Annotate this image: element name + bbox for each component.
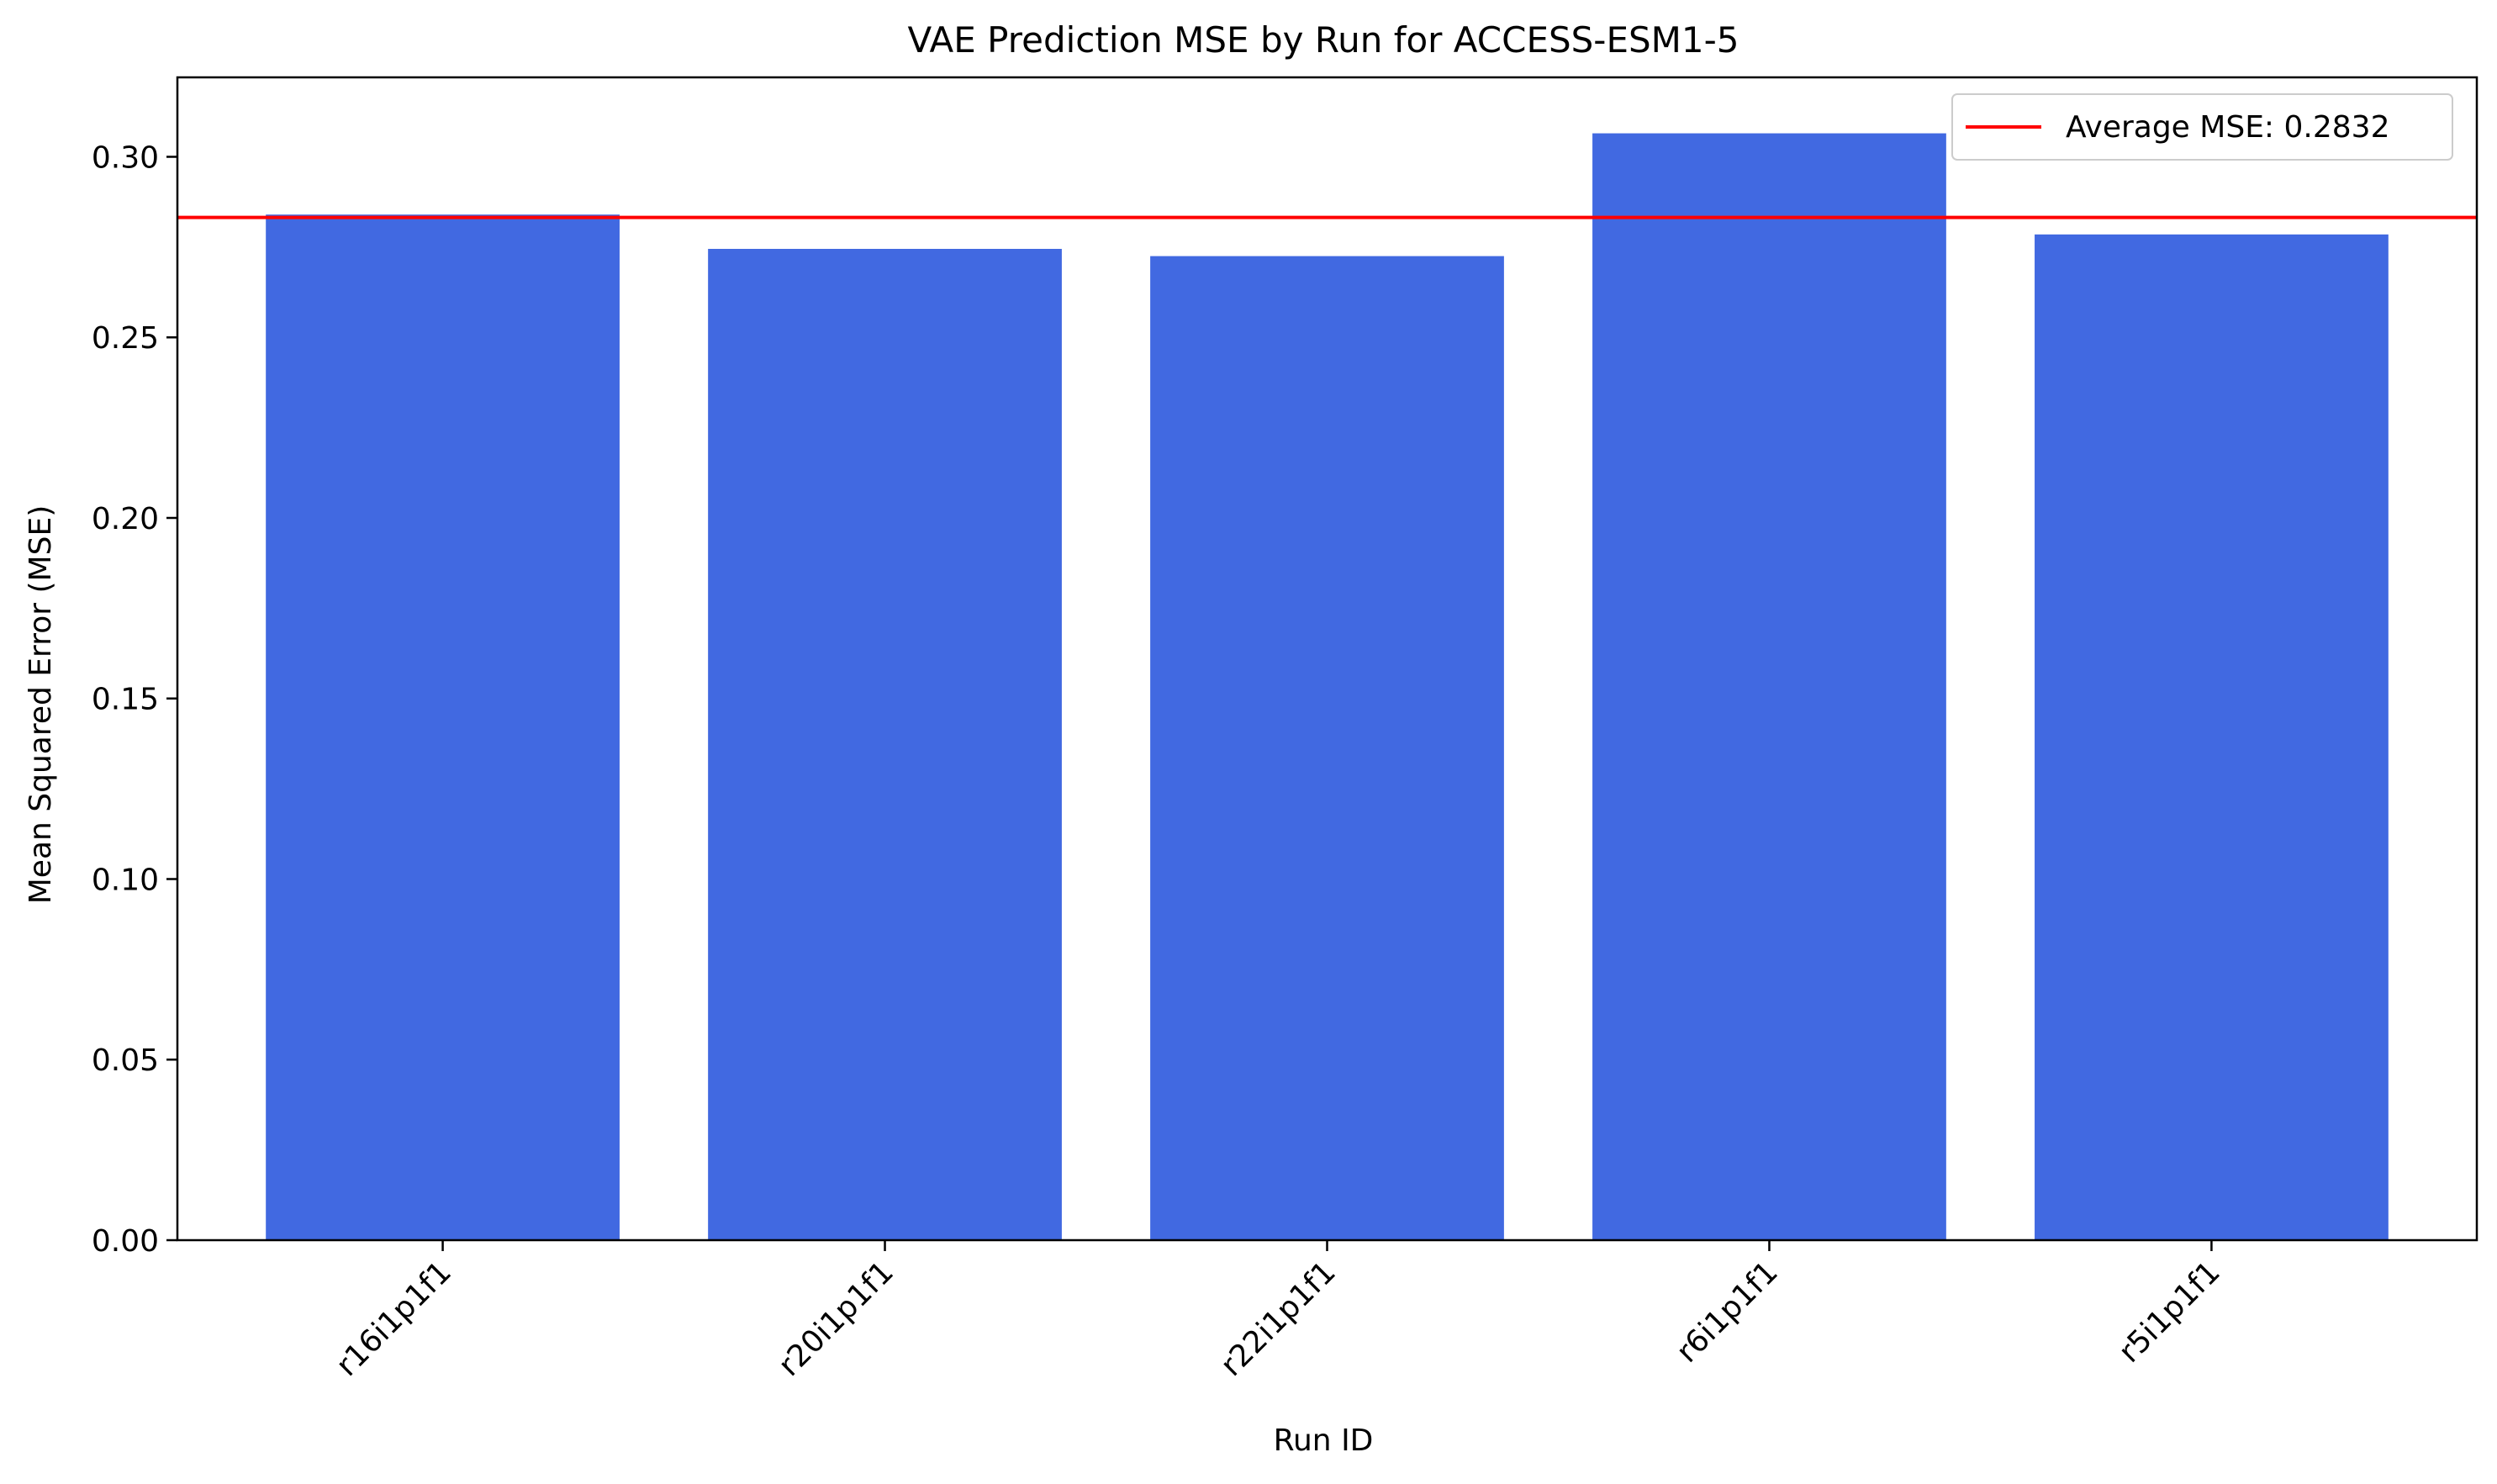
legend-box: [1951, 93, 2453, 161]
bars-layer: [266, 133, 2389, 1241]
y-tick-label: 0.15: [92, 683, 159, 717]
y-tick-label: 0.10: [92, 863, 159, 897]
y-tick-label: 0.00: [92, 1224, 159, 1259]
y-tick-label: 0.30: [92, 140, 159, 175]
y-tick-label: 0.25: [92, 321, 159, 356]
y-axis: 0.00 0.05 0.10 0.15 0.20 0.25 0.30: [92, 140, 177, 1259]
x-tick-label: r16i1p1f1: [330, 1254, 458, 1383]
legend: Average MSE: 0.2832: [1951, 93, 2453, 161]
y-axis-label: Mean Squared Error (MSE): [24, 505, 58, 905]
x-tick-label: r20i1p1f1: [772, 1254, 900, 1383]
bar: [1150, 256, 1504, 1241]
x-tick-label: r5i1p1f1: [2112, 1254, 2226, 1369]
legend-label-average: Average MSE: 0.2832: [2066, 110, 2389, 145]
y-tick-label: 0.05: [92, 1043, 159, 1078]
bar: [708, 249, 1062, 1241]
x-tick-label: r6i1p1f1: [1670, 1254, 1784, 1369]
x-axis-label: Run ID: [1274, 1423, 1374, 1458]
x-axis: r16i1p1f1 r20i1p1f1 r22i1p1f1 r6i1p1f1 r5i1p…: [330, 1240, 2227, 1383]
bar: [1592, 133, 1946, 1240]
y-tick-label: 0.20: [92, 502, 159, 536]
bar: [266, 214, 620, 1240]
chart-title: VAE Prediction MSE by Run for ACCESS-ESM…: [908, 19, 1739, 61]
x-tick-label: r22i1p1f1: [1214, 1254, 1343, 1383]
bar: [2035, 234, 2389, 1240]
